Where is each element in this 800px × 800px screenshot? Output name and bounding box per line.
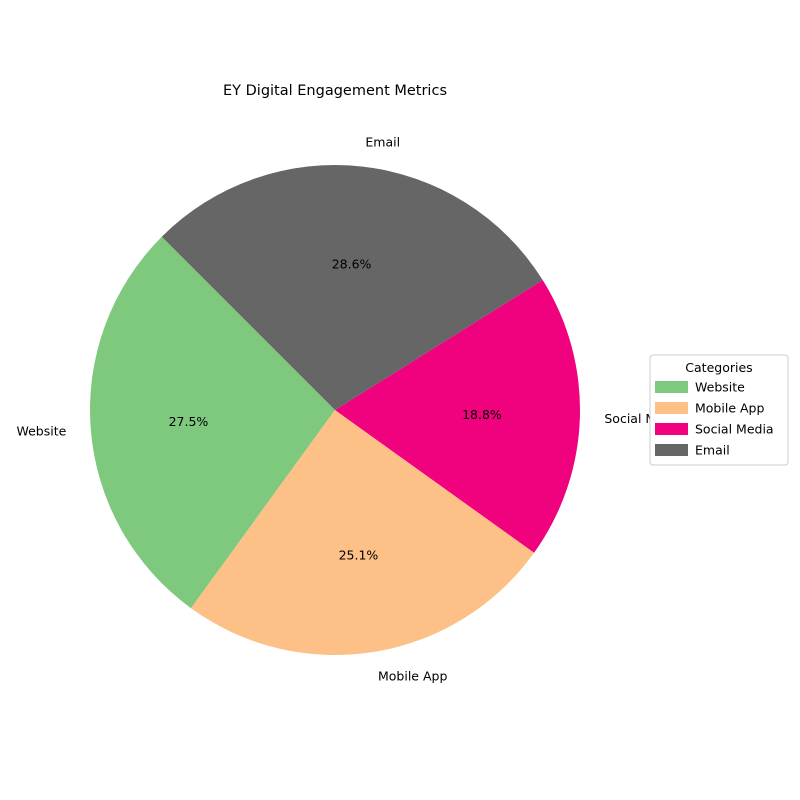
slice-label-email: Email: [365, 135, 400, 150]
legend-entries: Website Mobile App Social Media Email: [655, 380, 774, 458]
slice-label-mobile-app: Mobile App: [378, 669, 447, 684]
legend-label-email: Email: [695, 443, 730, 458]
legend-label-website: Website: [695, 380, 745, 395]
chart-title: EY Digital Engagement Metrics: [223, 83, 447, 99]
legend-swatch-website: [655, 381, 688, 393]
pie-slice-website: [89, 236, 335, 609]
legend-swatch-mobile-app: [655, 402, 688, 414]
percentage-labels: 27.5% 25.1% 18.8% 28.6%: [169, 256, 502, 562]
slice-label-website: Website: [16, 424, 66, 439]
pie-slice-social-media: [335, 280, 580, 553]
legend-label-mobile-app: Mobile App: [695, 401, 764, 416]
pie-slices: [89, 164, 580, 655]
slice-percent-website: 27.5%: [169, 414, 209, 429]
slice-percent-email: 28.6%: [332, 256, 372, 271]
pie-slice-email: [161, 164, 543, 410]
slice-percent-mobile-app: 25.1%: [339, 548, 379, 563]
legend-swatch-email: [655, 444, 688, 456]
legend-title: Categories: [685, 360, 752, 375]
legend: Categories Website Mobile App Social Media…: [649, 354, 789, 466]
slice-percent-social-media: 18.8%: [462, 407, 502, 422]
pie-slice-mobile-app: [190, 410, 535, 655]
legend-label-social-media: Social Media: [695, 422, 774, 437]
legend-swatch-social-media: [655, 423, 688, 435]
